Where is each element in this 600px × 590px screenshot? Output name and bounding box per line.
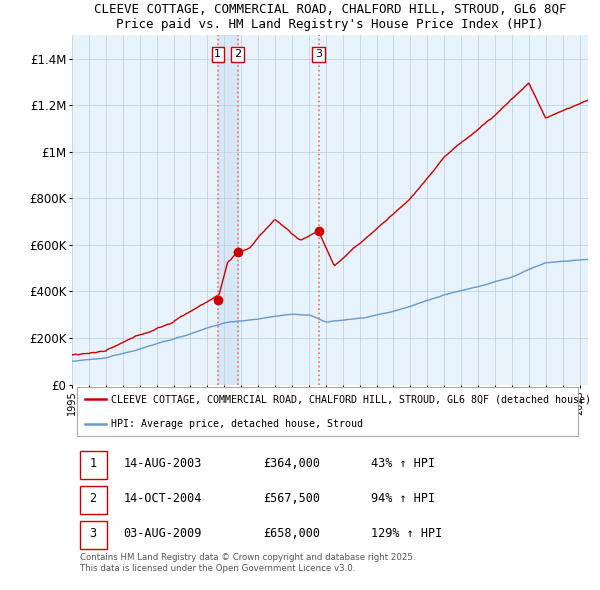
Text: 3: 3	[89, 527, 97, 540]
Text: 03-AUG-2009: 03-AUG-2009	[124, 527, 202, 540]
Text: 43% ↑ HPI: 43% ↑ HPI	[371, 457, 436, 470]
Title: CLEEVE COTTAGE, COMMERCIAL ROAD, CHALFORD HILL, STROUD, GL6 8QF
Price paid vs. H: CLEEVE COTTAGE, COMMERCIAL ROAD, CHALFOR…	[94, 4, 566, 31]
FancyBboxPatch shape	[80, 521, 107, 549]
Text: HPI: Average price, detached house, Stroud: HPI: Average price, detached house, Stro…	[110, 419, 362, 429]
Text: 2: 2	[89, 492, 97, 505]
Text: CLEEVE COTTAGE, COMMERCIAL ROAD, CHALFORD HILL, STROUD, GL6 8QF (detached house): CLEEVE COTTAGE, COMMERCIAL ROAD, CHALFOR…	[110, 394, 591, 404]
Bar	[218, 35, 238, 385]
FancyBboxPatch shape	[80, 451, 107, 479]
FancyBboxPatch shape	[77, 387, 578, 436]
Text: £567,500: £567,500	[263, 492, 320, 505]
Text: 129% ↑ HPI: 129% ↑ HPI	[371, 527, 443, 540]
FancyBboxPatch shape	[80, 486, 107, 514]
Text: 1: 1	[89, 457, 97, 470]
Text: 3: 3	[315, 50, 322, 60]
Text: £658,000: £658,000	[263, 527, 320, 540]
Text: 94% ↑ HPI: 94% ↑ HPI	[371, 492, 436, 505]
Text: £364,000: £364,000	[263, 457, 320, 470]
Text: Contains HM Land Registry data © Crown copyright and database right 2025.
This d: Contains HM Land Registry data © Crown c…	[80, 553, 415, 573]
Text: 14-OCT-2004: 14-OCT-2004	[124, 492, 202, 505]
Text: 1: 1	[214, 50, 221, 60]
Text: 14-AUG-2003: 14-AUG-2003	[124, 457, 202, 470]
Text: 2: 2	[234, 50, 241, 60]
